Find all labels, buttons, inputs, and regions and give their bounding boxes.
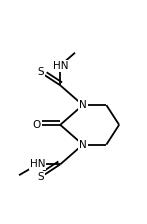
Text: HN: HN — [52, 60, 68, 71]
Text: S: S — [37, 172, 44, 182]
Text: O: O — [33, 120, 41, 130]
Text: S: S — [37, 67, 44, 78]
Text: N: N — [79, 140, 87, 150]
Text: HN: HN — [30, 159, 45, 169]
Text: N: N — [79, 100, 87, 110]
